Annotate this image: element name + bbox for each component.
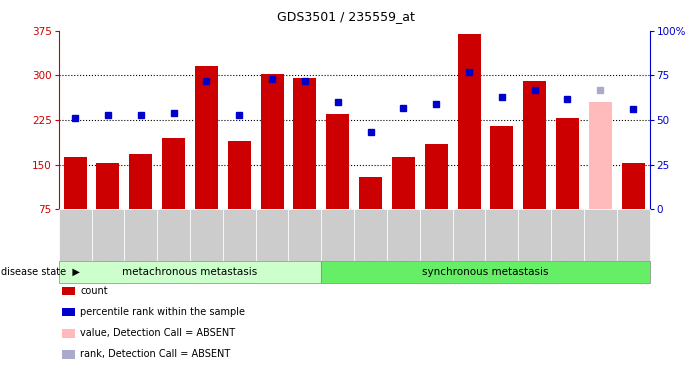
Text: rank, Detection Call = ABSENT: rank, Detection Call = ABSENT bbox=[80, 349, 230, 359]
Bar bbox=[195, 66, 218, 209]
Text: count: count bbox=[80, 286, 108, 296]
Bar bbox=[228, 141, 251, 209]
Bar bbox=[162, 138, 185, 209]
Bar bbox=[129, 154, 152, 209]
Bar bbox=[491, 126, 513, 209]
Bar bbox=[622, 164, 645, 209]
Bar bbox=[97, 163, 120, 209]
Bar bbox=[294, 78, 316, 209]
Text: metachronous metastasis: metachronous metastasis bbox=[122, 267, 258, 277]
Text: percentile rank within the sample: percentile rank within the sample bbox=[80, 307, 245, 317]
Bar bbox=[392, 157, 415, 209]
Bar bbox=[425, 144, 448, 209]
Bar bbox=[261, 74, 283, 209]
Bar bbox=[556, 118, 579, 209]
Bar bbox=[359, 177, 382, 209]
Text: synchronous metastasis: synchronous metastasis bbox=[422, 267, 549, 277]
Text: value, Detection Call = ABSENT: value, Detection Call = ABSENT bbox=[80, 328, 235, 338]
Text: disease state  ▶: disease state ▶ bbox=[1, 267, 79, 277]
Bar bbox=[589, 102, 612, 209]
Bar bbox=[523, 81, 546, 209]
Bar bbox=[326, 114, 349, 209]
Bar bbox=[64, 157, 86, 209]
Bar bbox=[457, 34, 480, 209]
Text: GDS3501 / 235559_at: GDS3501 / 235559_at bbox=[276, 10, 415, 23]
